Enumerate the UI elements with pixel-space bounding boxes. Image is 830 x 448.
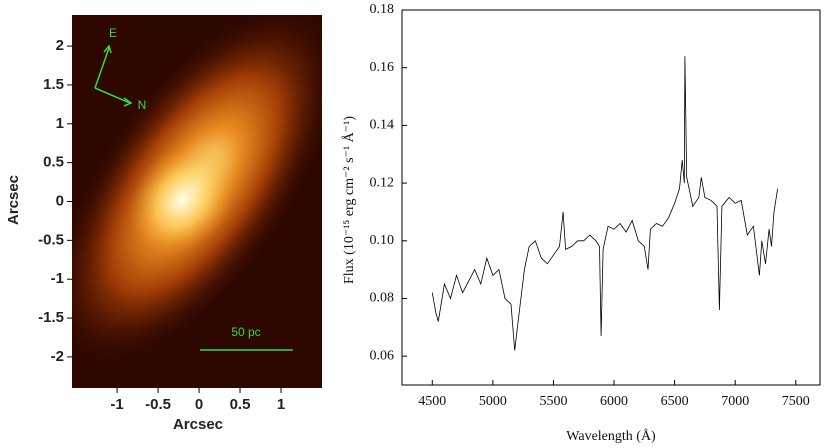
x-tick-label: -1 [110, 396, 123, 413]
y-tick-label: 0.14 [370, 118, 395, 133]
x-tick-label: 0.5 [230, 396, 251, 413]
x-tick-label: 6000 [600, 394, 628, 409]
x-tick-label: 5000 [479, 394, 507, 409]
y-tick-label: 0.06 [370, 348, 395, 363]
y-tick-label: 0.18 [370, 2, 395, 17]
x-tick-label: 4500 [418, 394, 446, 409]
y-tick-label: 1 [56, 115, 64, 132]
x-axis-title: Arcsec [173, 416, 223, 433]
galaxy-image [72, 15, 322, 388]
x-tick-label: 5500 [539, 394, 567, 409]
x-tick-label: 0 [195, 396, 203, 413]
x-tick-label: 7500 [782, 394, 810, 409]
annotation: N [138, 98, 147, 112]
x-tick-label: 1 [277, 396, 285, 413]
y-axis-title: Arcsec [5, 175, 22, 225]
y-tick-label: -1 [51, 270, 64, 287]
x-tick-label: 7000 [721, 394, 749, 409]
compass [94, 44, 293, 351]
annotation: E [109, 26, 117, 40]
y-axis-title: Flux (10⁻¹⁵ erg cm⁻² s⁻¹ Å⁻¹) [341, 116, 357, 284]
y-tick-label: 0 [56, 192, 64, 209]
spectrum-line [431, 56, 778, 351]
y-tick-label: 1.5 [43, 76, 64, 93]
y-tick-label: -0.5 [38, 231, 64, 248]
x-tick-label: -0.5 [145, 396, 171, 413]
x-axis-title: Wavelength (Å) [566, 428, 656, 444]
y-tick-label: 0.08 [370, 291, 395, 306]
y-tick-label: 2 [56, 37, 64, 54]
x-tick-label: 6500 [661, 394, 689, 409]
y-tick-label: 0.5 [43, 154, 64, 171]
annotation: 50 pc [231, 325, 260, 339]
plot-frame [401, 9, 821, 386]
y-tick-label: 0.16 [370, 60, 395, 75]
y-tick-label: 0.10 [370, 233, 395, 248]
y-tick-label: -1.5 [38, 309, 64, 326]
y-tick-label: -2 [51, 348, 64, 365]
y-tick-label: 0.12 [370, 175, 395, 190]
